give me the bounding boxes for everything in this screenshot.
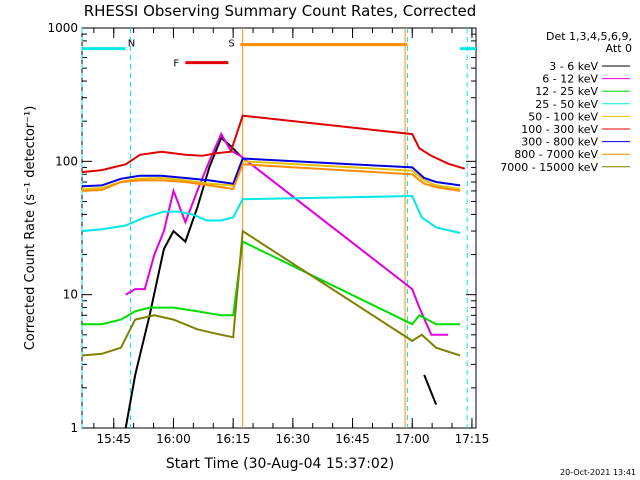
- y-tick-label: 10: [63, 288, 78, 302]
- series-line-6-12-kev: [125, 131, 449, 336]
- plot-frame: [81, 27, 477, 429]
- timestamp: 20-Oct-2021 13:41: [560, 468, 636, 477]
- x-tick-label: 17:15: [455, 432, 490, 446]
- x-tick-label: 16:00: [156, 432, 191, 446]
- legend-label-3-6-kev: 3 - 6 keV: [549, 60, 598, 73]
- x-tick-label: 15:45: [96, 432, 131, 446]
- legend-label-50-100-kev: 50 - 100 keV: [528, 110, 598, 123]
- legend-label-800-7000-kev: 800 - 7000 keV: [514, 148, 598, 161]
- y-tick-label: 1000: [47, 21, 78, 35]
- legend-label-12-25-kev: 12 - 25 keV: [535, 85, 598, 98]
- y-tick-label: 100: [55, 154, 78, 168]
- x-tick-label: 17:00: [395, 432, 430, 446]
- series-line-100-300-kev: [81, 114, 466, 174]
- chart-title: RHESSI Observing Summary Count Rates, Co…: [84, 2, 477, 20]
- legend-label-100-300-kev: 100 - 300 keV: [521, 123, 598, 136]
- x-tick-label: 16:15: [216, 432, 251, 446]
- legend-label-300-800-kev: 300 - 800 keV: [521, 136, 598, 149]
- legend-label-6-12-kev: 6 - 12 keV: [542, 73, 598, 86]
- x-tick-label: 16:30: [276, 432, 311, 446]
- flare-bar-label: F: [173, 59, 179, 70]
- legend-label-25-50-kev: 25 - 50 keV: [535, 98, 598, 111]
- y-axis-label: Corrected Count Rate (s⁻¹ detector⁻¹): [23, 106, 38, 351]
- x-tick-label: 16:45: [335, 432, 370, 446]
- plot-area: 1 10 100 1000 15:45 16:00 16:15 16:30 16:45 17:00…: [47, 21, 489, 446]
- legend-header-line-1: Det 1,3,4,5,6,9,: [546, 30, 632, 43]
- series-line-7000-15000-kev: [81, 229, 461, 357]
- series-line-12-25-kev: [82, 240, 460, 326]
- legend-header-line-2: Att 0: [606, 42, 632, 55]
- y-tick-label: 1: [70, 421, 78, 435]
- legend-label-7000-15000-kev: 7000 - 15000 keV: [500, 161, 598, 174]
- x-axis-label: Start Time (30-Aug-04 15:37:02): [166, 456, 394, 472]
- series-line-800-7000-kev: [81, 163, 461, 192]
- night-bar-label: N: [128, 39, 135, 50]
- series-line-3-6-kev: [423, 374, 438, 405]
- series-line-25-50-kev: [81, 194, 461, 234]
- saa-bar-label: S: [228, 39, 234, 50]
- series-line-300-800-kev: [81, 157, 461, 188]
